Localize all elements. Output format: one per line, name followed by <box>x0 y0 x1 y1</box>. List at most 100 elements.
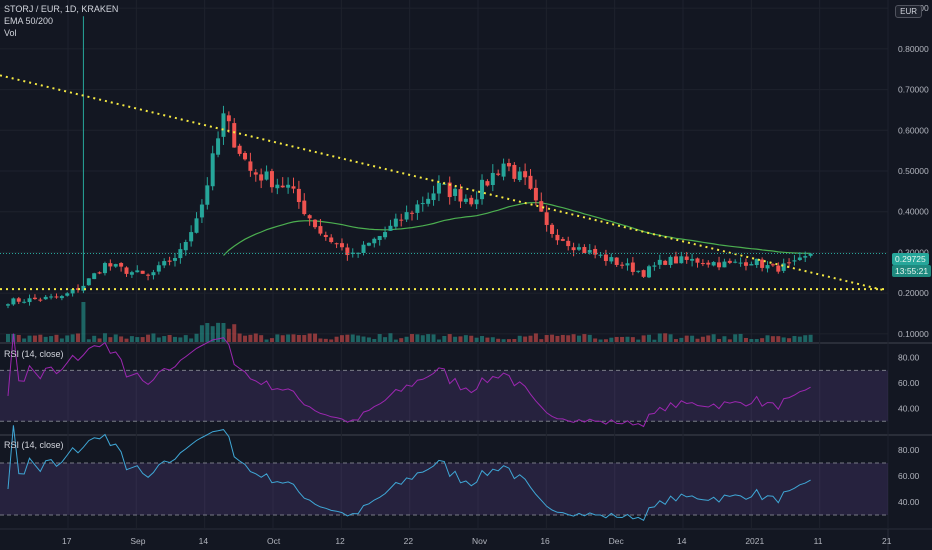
volume-bar <box>480 336 485 342</box>
candle-body <box>404 212 409 220</box>
candle-body <box>302 200 307 215</box>
time-tick-label: 2021 <box>745 536 764 546</box>
volume-bar <box>797 336 802 342</box>
volume-bar <box>119 336 124 342</box>
candle-body <box>593 248 598 255</box>
candle-body <box>226 115 231 122</box>
volume-bar <box>221 323 226 342</box>
candle-body <box>458 189 463 202</box>
volume-bar <box>178 337 183 342</box>
volume-bar <box>248 334 253 342</box>
volume-bar <box>587 334 592 342</box>
candle-body <box>6 304 10 306</box>
candle-body <box>253 172 258 175</box>
volume-bar <box>436 339 441 342</box>
volume-bar <box>350 334 355 342</box>
candle-body <box>259 174 264 181</box>
candle-body <box>377 235 382 241</box>
candle-body <box>334 243 339 245</box>
candle-body <box>700 263 705 265</box>
volume-bar <box>512 338 517 342</box>
candle-body <box>313 219 318 228</box>
price-tick-label: 0.20000 <box>898 288 929 298</box>
ema-indicator-label[interactable]: EMA 50/200 <box>4 16 54 26</box>
rsi-purple-band <box>0 370 888 422</box>
volume-bar <box>506 339 511 342</box>
candle-body <box>280 185 285 188</box>
candle-body <box>480 179 485 200</box>
candle-body <box>16 298 21 302</box>
volume-bar <box>280 335 285 342</box>
candle-body <box>189 232 194 242</box>
candle-body <box>329 237 334 243</box>
volume-indicator-label[interactable]: Vol <box>4 28 17 38</box>
volume-bar <box>609 337 614 342</box>
descending-trendline[interactable] <box>0 74 887 292</box>
volume-bar <box>275 334 280 342</box>
volume-bar <box>102 333 107 342</box>
candle-body <box>706 262 711 265</box>
volume-bar <box>474 337 479 342</box>
rsi-blue-tick-label: 40.00 <box>898 497 920 507</box>
candle-body <box>172 258 177 261</box>
time-tick-label: Sep <box>130 536 145 546</box>
volume-bar <box>129 336 134 342</box>
rsi-purple-label[interactable]: RSI (14, close) <box>4 349 64 359</box>
candle-body <box>323 234 328 237</box>
candle-body <box>587 250 592 253</box>
volume-bar <box>490 337 495 342</box>
candle-body <box>749 264 754 266</box>
volume-bar <box>539 339 544 342</box>
candle-body <box>566 240 571 247</box>
candle-body <box>770 264 775 266</box>
candle-body <box>102 263 107 274</box>
volume-bar <box>97 338 102 342</box>
volume-bar <box>625 336 630 342</box>
volume-bar <box>673 339 678 342</box>
candle-body <box>474 199 479 205</box>
candle-body <box>652 265 657 267</box>
candle-body <box>135 270 140 273</box>
volume-bar <box>528 335 533 342</box>
candle-body <box>582 247 587 254</box>
volume-bar <box>70 334 75 342</box>
candle-body <box>140 270 145 274</box>
volume-bar <box>216 322 221 342</box>
volume-bar <box>700 336 705 342</box>
candle-body <box>232 123 237 148</box>
volume-bar <box>269 338 274 342</box>
candle-body <box>469 197 474 205</box>
volume-bar <box>458 336 463 342</box>
volume-bar <box>566 335 571 342</box>
candle-body <box>372 238 377 244</box>
volume-bar <box>372 338 377 342</box>
volume-bar <box>54 334 59 342</box>
volume-bar <box>393 339 398 342</box>
time-tick-label: 22 <box>404 536 414 546</box>
rsi-blue-label[interactable]: RSI (14, close) <box>4 440 64 450</box>
last-price-badge: 0.29725 <box>892 253 929 265</box>
candle-body <box>70 288 75 294</box>
price-tick-label: 0.40000 <box>898 207 929 217</box>
volume-bar <box>329 339 334 342</box>
candle-body <box>216 138 221 155</box>
candle-body <box>733 261 738 263</box>
candle-body <box>415 204 420 213</box>
rsi-purple-tick-label: 40.00 <box>898 404 920 414</box>
candle-body <box>684 256 689 260</box>
candle-body <box>490 172 495 186</box>
countdown-badge: 13:55:21 <box>892 265 932 277</box>
volume-bar <box>770 336 775 342</box>
candle-body <box>156 265 161 272</box>
rsi-blue-line <box>7 425 811 521</box>
candle-body <box>32 297 37 300</box>
currency-button[interactable]: EUR <box>895 5 922 18</box>
candle-body <box>722 261 727 268</box>
volume-bar <box>210 326 215 342</box>
volume-bar <box>38 334 43 342</box>
time-tick-label: 14 <box>677 536 687 546</box>
candle-body <box>361 244 366 253</box>
candle-body <box>426 198 431 204</box>
volume-bar <box>787 338 792 342</box>
